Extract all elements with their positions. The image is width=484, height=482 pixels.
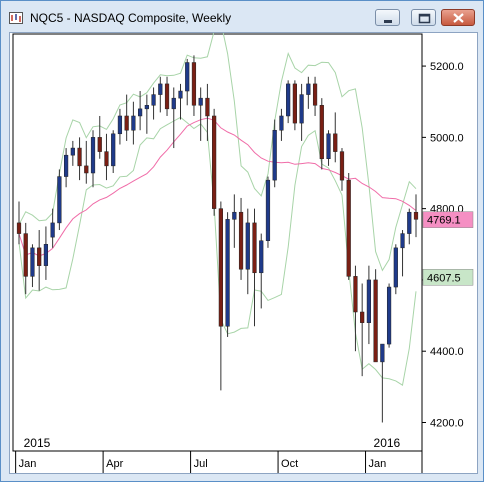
candle-body[interactable]: [171, 97, 176, 110]
candle-body[interactable]: [232, 211, 237, 220]
candle-body[interactable]: [259, 240, 264, 274]
candle-body[interactable]: [386, 286, 392, 345]
candle-body[interactable]: [50, 222, 55, 238]
candle-body[interactable]: [265, 179, 271, 241]
candle-body[interactable]: [64, 154, 69, 177]
candle-body[interactable]: [225, 219, 230, 327]
candle-body[interactable]: [185, 62, 190, 92]
lower-band-line: [18, 116, 417, 387]
candle-body[interactable]: [191, 62, 197, 106]
price-tag-label: 4607.5: [427, 272, 461, 284]
candle-body[interactable]: [158, 83, 163, 95]
candle-body[interactable]: [407, 211, 412, 234]
candle-body[interactable]: [57, 176, 62, 224]
maximize-icon: [418, 13, 431, 24]
y-tick-label: 4200.0: [430, 417, 464, 429]
candle-body[interactable]: [333, 133, 338, 152]
candle-body[interactable]: [178, 90, 183, 99]
candle-body[interactable]: [366, 279, 371, 323]
price-tag-label: 4769.1: [427, 215, 461, 227]
candle-body[interactable]: [37, 247, 42, 266]
candle-body[interactable]: [238, 211, 244, 270]
candle-body[interactable]: [279, 115, 284, 131]
candle-body[interactable]: [252, 222, 257, 274]
chart-window-icon: [9, 12, 23, 24]
candle-body[interactable]: [151, 94, 156, 106]
candle-body[interactable]: [164, 83, 170, 110]
candle-body[interactable]: [326, 133, 331, 159]
candle-body[interactable]: [360, 311, 365, 323]
y-tick-label: 5000.0: [430, 132, 464, 144]
candle-body[interactable]: [198, 97, 203, 106]
x-tick-label: Oct: [281, 458, 298, 470]
x-tick-label: Jul: [194, 458, 208, 470]
candle-body[interactable]: [97, 137, 102, 152]
close-icon: [453, 13, 464, 23]
candle-body[interactable]: [400, 233, 405, 249]
candle-body[interactable]: [299, 94, 304, 124]
candle-body[interactable]: [84, 165, 89, 174]
candle-body[interactable]: [380, 343, 385, 363]
candle-body[interactable]: [23, 233, 28, 277]
candle-body[interactable]: [70, 147, 75, 156]
year-label: 2015: [24, 436, 51, 450]
candle-body[interactable]: [413, 211, 419, 220]
candlestick-chart[interactable]: 5200.05000.04800.04600.04400.04200.04769…: [10, 33, 477, 473]
moving-average-line: [18, 117, 417, 257]
chart-area[interactable]: 5200.05000.04800.04600.04400.04200.04769…: [9, 32, 478, 474]
minimize-icon: [384, 20, 392, 23]
candle-body[interactable]: [104, 151, 109, 167]
candle-body[interactable]: [131, 115, 136, 131]
candle-body[interactable]: [77, 147, 82, 167]
candle-body[interactable]: [373, 279, 378, 363]
candle-body[interactable]: [16, 222, 22, 234]
candle-body[interactable]: [286, 83, 291, 117]
candle-body[interactable]: [30, 247, 35, 277]
candle-body[interactable]: [292, 83, 297, 124]
candle-body[interactable]: [43, 244, 49, 266]
x-tick-label: Jan: [19, 458, 37, 470]
candle-body[interactable]: [144, 105, 149, 110]
year-label: 2016: [374, 436, 401, 450]
candle-body[interactable]: [111, 133, 116, 167]
candle-body[interactable]: [346, 179, 351, 277]
candle-body[interactable]: [339, 151, 345, 181]
candle-body[interactable]: [245, 222, 250, 270]
candle-body[interactable]: [306, 83, 311, 95]
close-button[interactable]: [441, 9, 475, 26]
y-tick-label: 4400.0: [430, 346, 464, 358]
window-title: NQC5 - NASDAQ Composite, Weekly: [30, 11, 232, 25]
candle-body[interactable]: [393, 247, 398, 288]
maximize-button[interactable]: [411, 9, 436, 26]
candle-body[interactable]: [212, 115, 217, 209]
candle-body[interactable]: [319, 105, 324, 159]
candle-body[interactable]: [218, 208, 223, 327]
price-tag: [422, 269, 474, 286]
candle-body[interactable]: [138, 108, 143, 117]
candle-body[interactable]: [312, 83, 318, 106]
x-tick-label: Jan: [369, 458, 387, 470]
y-tick-label: 5200.0: [430, 61, 464, 73]
title-bar[interactable]: NQC5 - NASDAQ Composite, Weekly: [1, 1, 483, 33]
candle-body[interactable]: [205, 97, 210, 117]
candle-body[interactable]: [272, 129, 277, 181]
minimize-button[interactable]: [375, 9, 400, 26]
x-tick-label: Apr: [106, 458, 123, 470]
upper-band-line: [18, 33, 417, 272]
candle-body[interactable]: [353, 276, 358, 313]
price-tag: [422, 211, 474, 228]
candle-body[interactable]: [117, 115, 123, 135]
candle-body[interactable]: [90, 137, 96, 174]
candle-body[interactable]: [124, 115, 129, 131]
plot-frame: [12, 33, 423, 452]
